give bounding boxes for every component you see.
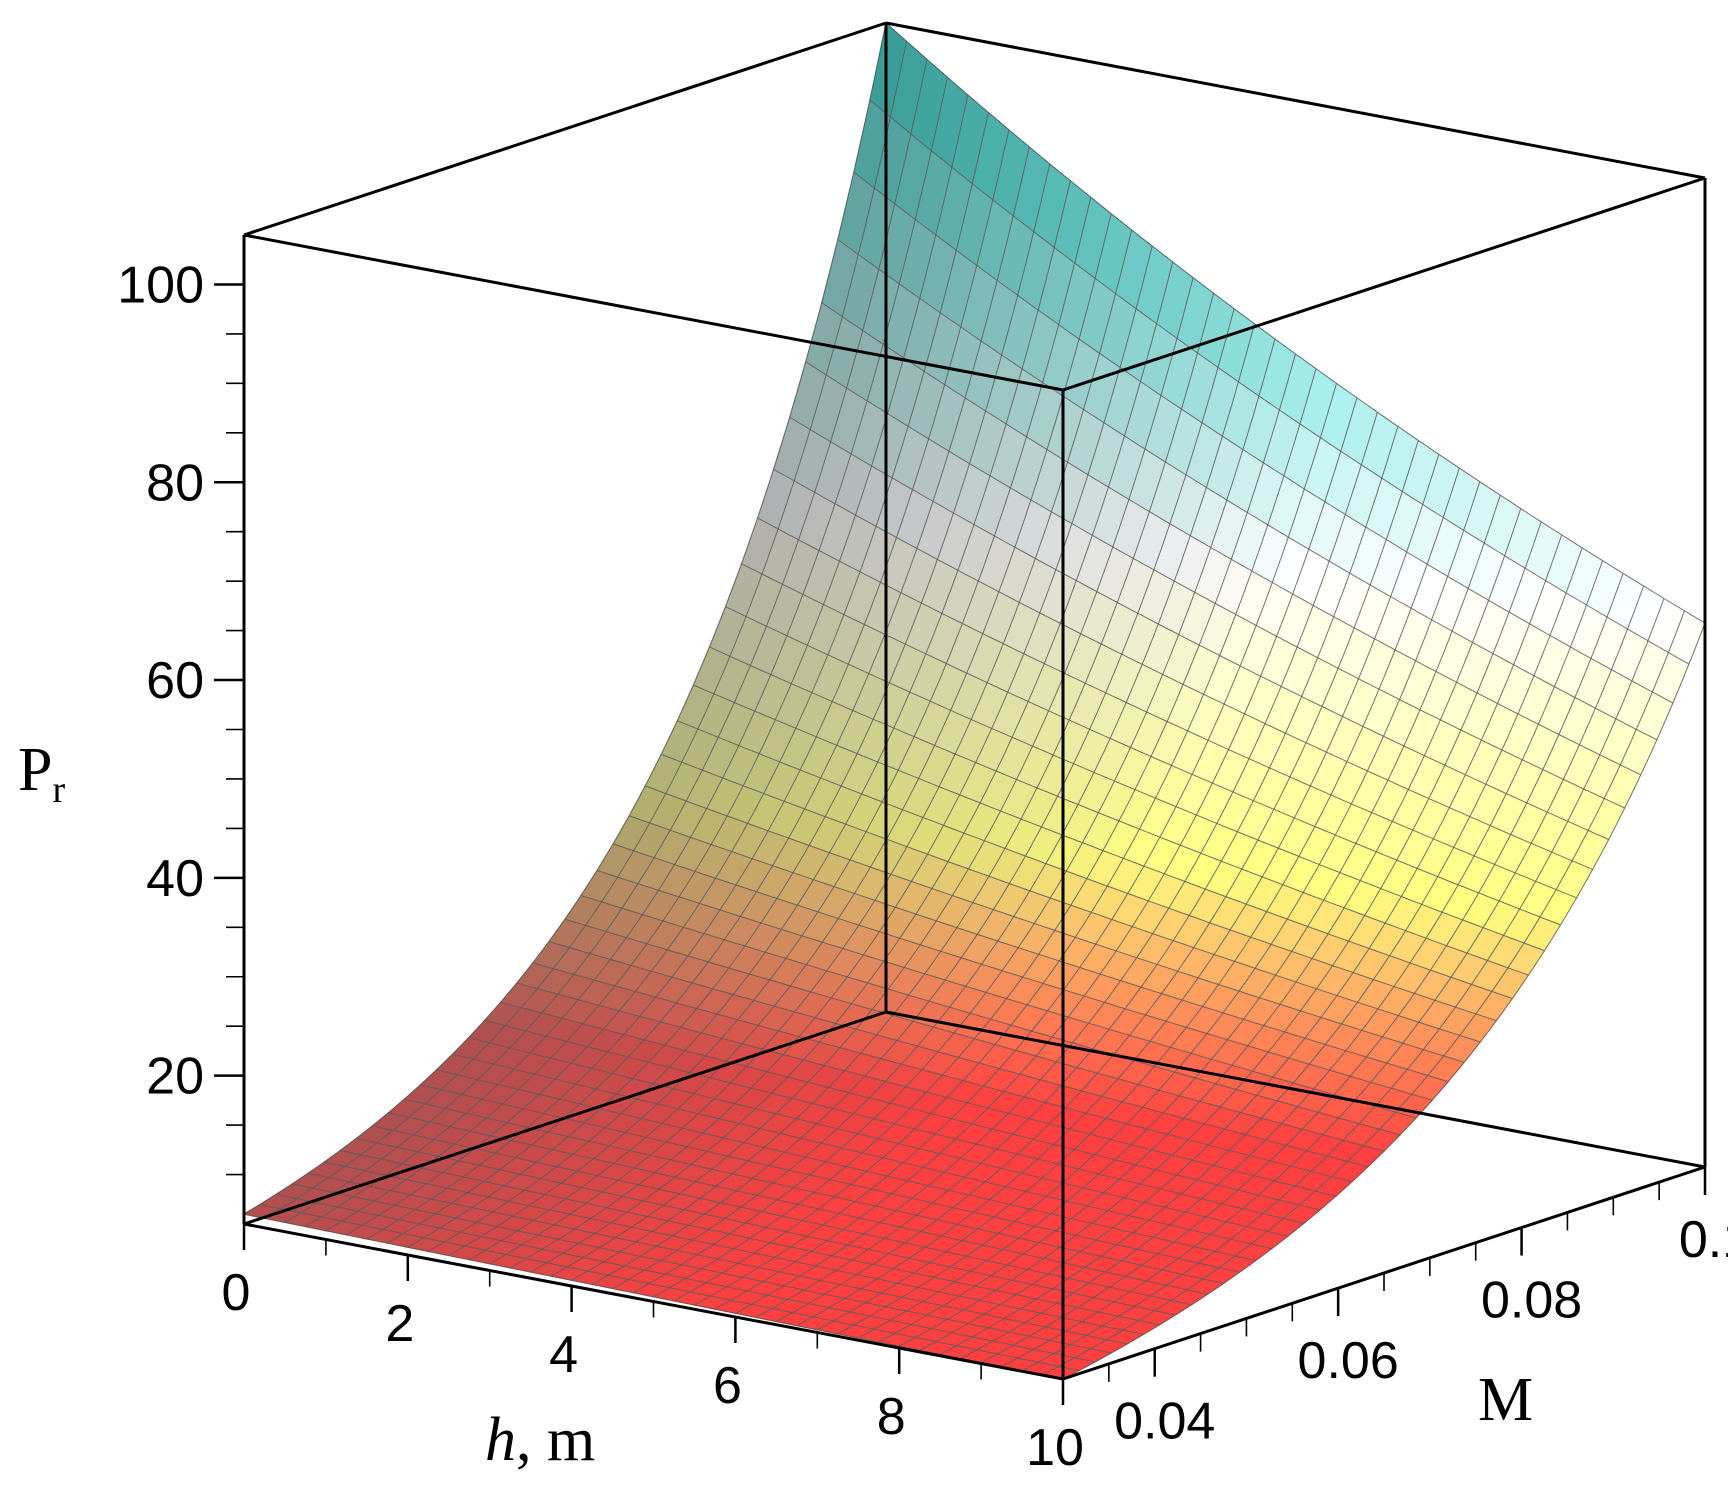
mesh-line (741, 563, 1561, 926)
mesh-line (735, 412, 1378, 1314)
mesh-line (1001, 585, 1645, 1368)
mesh-line (1042, 610, 1685, 1376)
box-edge (885, 1010, 1706, 1169)
mesh-line (796, 454, 1440, 1327)
mesh-line (853, 171, 1674, 704)
mesh-line (885, 22, 1706, 624)
mesh-line (898, 521, 1542, 1347)
tick-labels: 20 40 60 80 100 0 2 4 6 8 10 0.04 0.06 0.08 0.1 (117, 256, 1728, 1477)
mesh-line (858, 495, 1501, 1339)
mesh-line (693, 684, 1513, 999)
mesh-line (755, 426, 1399, 1318)
mesh-line (661, 753, 1481, 1043)
h-tick-label: 0 (222, 1264, 251, 1322)
m-tick-label: 0.08 (1481, 1272, 1582, 1330)
z-tick-label: 80 (146, 454, 204, 512)
mesh-line (613, 843, 1433, 1101)
mesh-line (776, 440, 1419, 1322)
z-tick-label: 60 (146, 652, 204, 710)
mesh-line (789, 416, 1609, 840)
mesh-line (629, 815, 1449, 1083)
axis-ticks (214, 283, 1707, 1405)
h-tick-label: 8 (877, 1388, 906, 1446)
mesh-line (673, 368, 1317, 1302)
mesh-line (596, 869, 1417, 1119)
bounding-box (242, 21, 1707, 1381)
mesh-line (837, 481, 1481, 1335)
box-edge (243, 21, 887, 237)
mesh-line (580, 895, 1401, 1136)
mesh-line (939, 547, 1583, 1355)
h-tick-label: 4 (549, 1326, 578, 1384)
box-edge (885, 21, 1706, 180)
mesh-line (837, 239, 1658, 741)
box-edge (1062, 176, 1706, 392)
mesh-line (677, 720, 1497, 1022)
m-tick-label: 0.04 (1114, 1393, 1215, 1451)
box-edge (243, 233, 1064, 392)
mesh-line (564, 918, 1385, 1152)
mesh-line (1021, 598, 1665, 1372)
surface-mesh (242, 21, 1706, 1380)
mesh-line (817, 467, 1460, 1331)
mesh-line (980, 573, 1624, 1364)
mesh-line (821, 302, 1642, 776)
m-tick-label: 0.06 (1298, 1332, 1399, 1390)
mesh-line (805, 361, 1626, 809)
box-edge (243, 1010, 887, 1226)
z-tick-label: 20 (146, 1048, 204, 1106)
z-tick-label: 100 (117, 256, 204, 314)
h-tick-label: 2 (385, 1295, 414, 1353)
mesh-line (694, 383, 1337, 1306)
z-axis-title: Pr (18, 736, 65, 811)
z-tick-label: 40 (146, 850, 204, 908)
mesh-line (960, 560, 1604, 1359)
mesh-line (725, 606, 1545, 952)
y-axis-title: M (1478, 1366, 1533, 1434)
mesh-line (773, 468, 1593, 870)
mesh-line (714, 397, 1358, 1310)
m-tick-label: 0.1 (1679, 1211, 1728, 1269)
h-tick-label: 6 (713, 1357, 742, 1415)
x-axis-title: h, m (485, 1406, 595, 1474)
mesh-line (709, 646, 1529, 976)
h-tick-label: 10 (1026, 1419, 1084, 1477)
mesh-line (645, 785, 1465, 1063)
mesh-line (919, 534, 1563, 1351)
mesh-line (869, 99, 1690, 665)
mesh-line (757, 517, 1577, 899)
mesh-line (1062, 622, 1706, 1380)
mesh-line (878, 508, 1522, 1343)
